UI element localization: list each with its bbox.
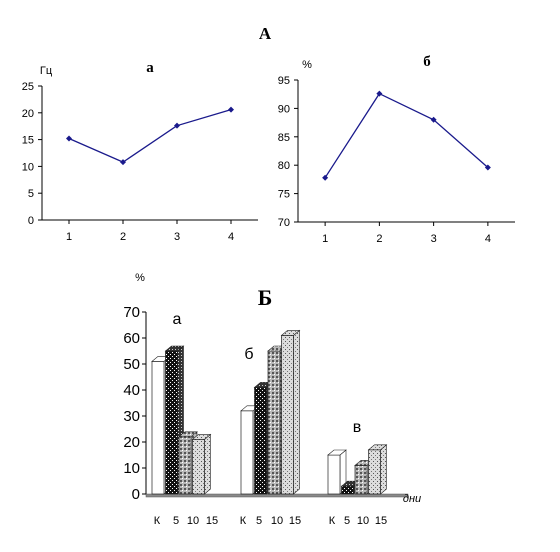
data-point bbox=[430, 116, 437, 123]
x-tick-label: 3 bbox=[174, 231, 180, 243]
chart-title: б bbox=[423, 54, 431, 70]
y-tick-label: 80 bbox=[278, 160, 290, 172]
data-point bbox=[228, 106, 234, 113]
bar bbox=[151, 361, 165, 495]
y-tick-label: 40 bbox=[123, 382, 140, 399]
x-tick-label: 2 bbox=[120, 231, 126, 243]
floor bbox=[145, 493, 409, 498]
y-tick-label: 25 bbox=[22, 81, 34, 93]
data-point bbox=[66, 135, 72, 142]
bar-top bbox=[327, 449, 347, 456]
x-tick-label: 10 bbox=[357, 515, 369, 527]
data-point bbox=[174, 122, 180, 129]
bar-side bbox=[380, 444, 387, 495]
group-label: а bbox=[173, 311, 182, 328]
x-tick-label: 4 bbox=[228, 231, 234, 243]
x-tick-label: 5 bbox=[344, 515, 350, 527]
figure-title-a: А bbox=[259, 24, 272, 43]
x-tick-label: 1 bbox=[322, 233, 328, 245]
y-tick-label: 70 bbox=[278, 217, 290, 229]
data-point bbox=[322, 174, 329, 181]
group-label: б bbox=[244, 346, 253, 363]
y-axis-label: % bbox=[302, 59, 312, 71]
bar-top bbox=[280, 330, 301, 336]
group-label: в bbox=[353, 419, 362, 436]
bar bbox=[354, 465, 368, 495]
y-tick-label: 70 bbox=[123, 304, 140, 321]
x-tick-label: 4 bbox=[485, 233, 491, 245]
bar-side bbox=[204, 433, 211, 495]
bar bbox=[178, 436, 192, 495]
x-tick-label: К bbox=[154, 515, 161, 527]
y-tick-label: 0 bbox=[28, 215, 34, 227]
data-point bbox=[484, 164, 491, 171]
y-tick-label: 10 bbox=[123, 460, 140, 477]
bar bbox=[240, 410, 254, 495]
bar bbox=[368, 449, 381, 495]
chart-title: а bbox=[146, 60, 154, 76]
bar-top bbox=[178, 431, 198, 438]
y-tick-label: 85 bbox=[278, 132, 290, 144]
bar bbox=[165, 350, 178, 495]
x-tick-label: 2 bbox=[376, 233, 382, 245]
y-tick-label: 20 bbox=[123, 434, 140, 451]
y-tick-label: 50 bbox=[123, 356, 140, 373]
x-tick-label: 15 bbox=[375, 515, 387, 527]
x-tick-label: 10 bbox=[187, 515, 199, 527]
data-point bbox=[376, 90, 383, 97]
bar bbox=[327, 454, 341, 495]
y-axis-label: Гц bbox=[40, 65, 53, 77]
bar-top bbox=[367, 444, 388, 451]
bar bbox=[281, 335, 294, 495]
y-tick-label: 10 bbox=[22, 161, 34, 173]
bar bbox=[341, 485, 354, 495]
x-tick-label: 15 bbox=[289, 515, 301, 527]
bar bbox=[267, 350, 281, 495]
y-tick-label: 95 bbox=[278, 75, 290, 87]
series-line bbox=[68, 108, 232, 163]
bar bbox=[192, 439, 205, 495]
bar-top bbox=[164, 345, 185, 352]
chart-a-frequency: 0 5 10 15 20 25 1 2 3 4 Гц а bbox=[22, 60, 258, 243]
x-tick-label: 10 bbox=[271, 515, 283, 527]
y-tick-label: 20 bbox=[22, 108, 34, 120]
x-tick-label: К bbox=[240, 515, 247, 527]
chart-b-percent: 70 75 80 85 90 95 1 2 3 4% б bbox=[278, 54, 515, 245]
y-axis-label: % bbox=[135, 272, 145, 284]
y-tick-label: 15 bbox=[22, 135, 34, 147]
bar-side bbox=[293, 329, 300, 495]
x-tick-label: 15 bbox=[206, 515, 218, 527]
y-tick-label: 90 bbox=[278, 103, 290, 115]
x-tick-label: 3 bbox=[431, 233, 437, 245]
x-tick-label: К bbox=[329, 515, 336, 527]
x-tick-label: 5 bbox=[256, 515, 262, 527]
series-line bbox=[324, 92, 489, 179]
y-tick-label: 5 bbox=[28, 188, 34, 200]
bar bbox=[254, 387, 267, 495]
x-tick-label: 1 bbox=[66, 231, 72, 243]
bar-top bbox=[191, 434, 212, 440]
x-axis-label: дни bbox=[403, 493, 421, 505]
figure-title-b: Б bbox=[258, 285, 273, 310]
x-tick-label: 5 bbox=[173, 515, 179, 527]
data-point bbox=[120, 159, 126, 166]
y-tick-label: 75 bbox=[278, 189, 290, 201]
y-tick-label: 30 bbox=[123, 408, 140, 425]
y-tick-label: 60 bbox=[123, 330, 140, 347]
y-tick-label: 0 bbox=[132, 486, 140, 503]
